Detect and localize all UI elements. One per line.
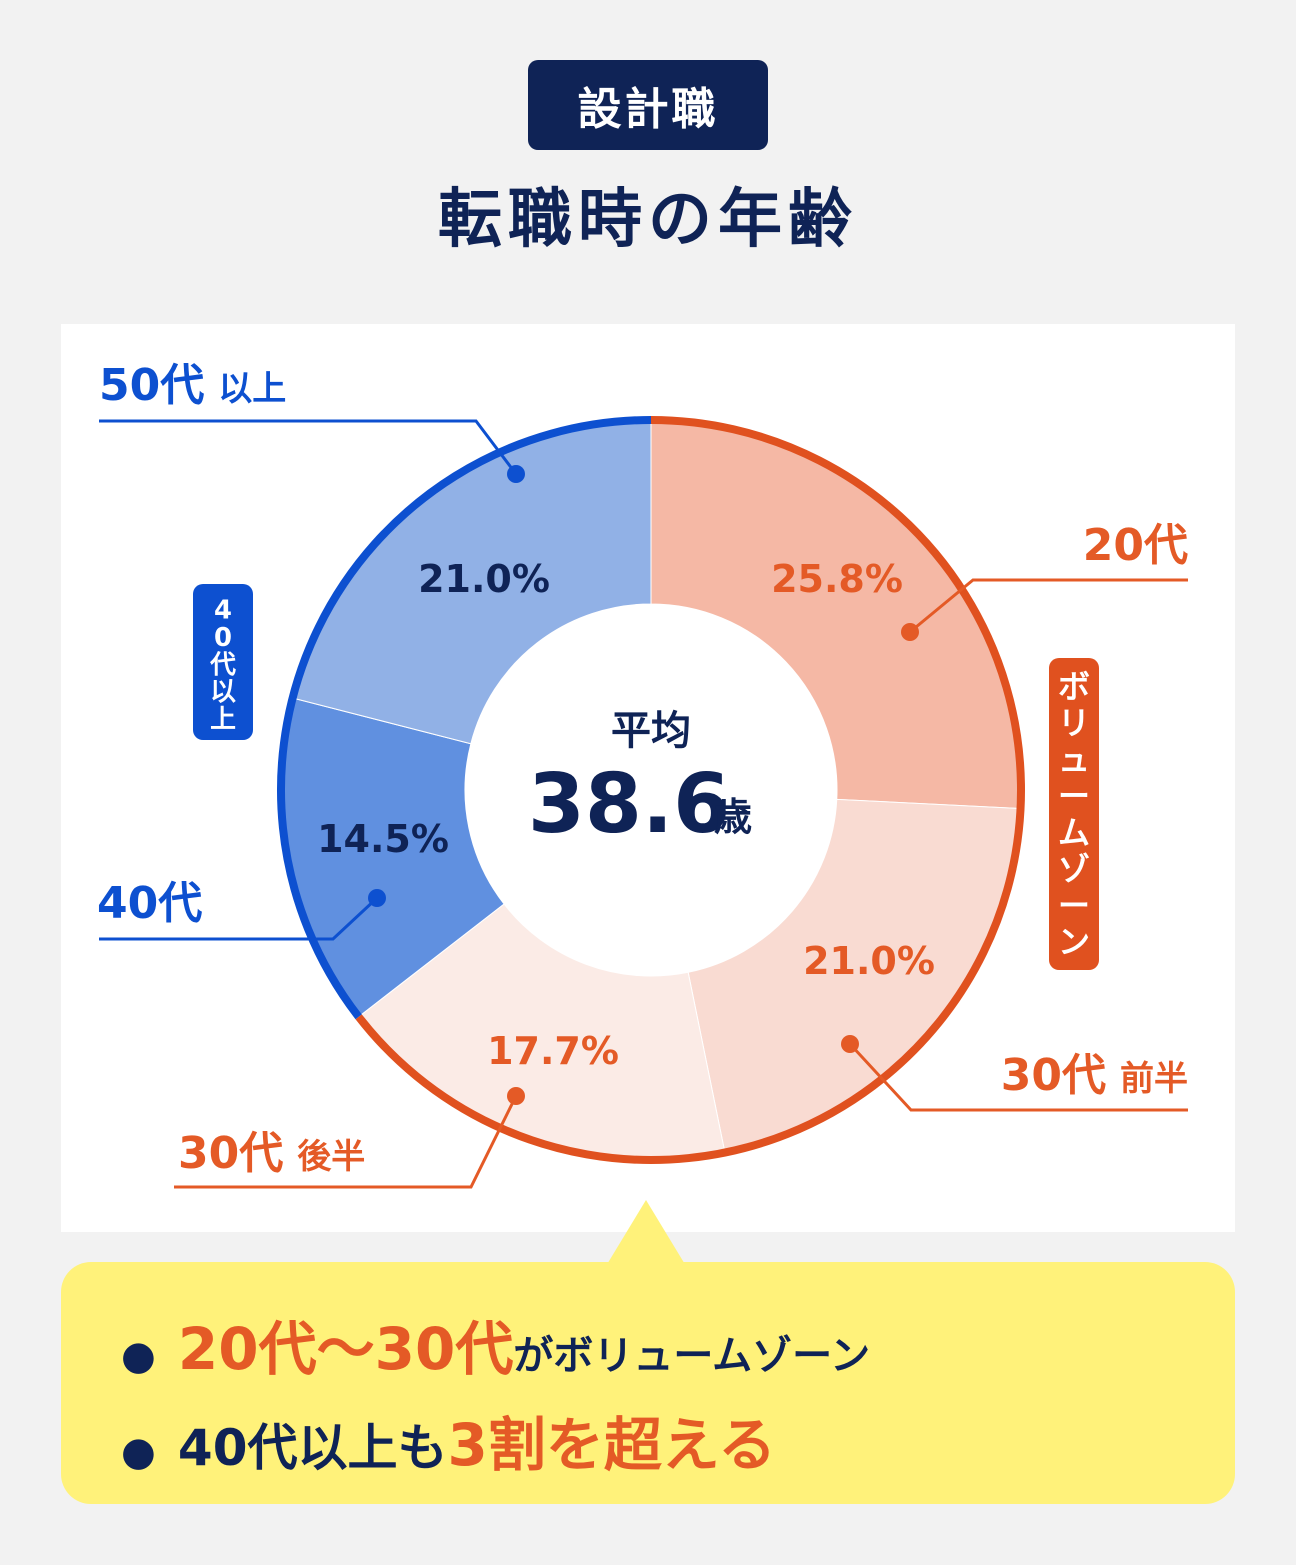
page-title: 転職時の年齢 (438, 183, 858, 257)
leader-line (909, 578, 1188, 634)
over40-badge-char: 0 (214, 623, 232, 653)
category-label: 40代 (97, 878, 202, 929)
leader-line (99, 419, 518, 475)
summary-text-1: がボリュームゾーン (513, 1333, 871, 1379)
leader-line (174, 1095, 518, 1189)
category-label: 20代 (1083, 520, 1188, 571)
slice-value-label: 17.7% (487, 1029, 619, 1073)
over40-badge-char: 以 (210, 677, 236, 707)
slice-value-label: 21.0% (803, 939, 935, 983)
leader-line (848, 1042, 1188, 1112)
group-arc (355, 416, 1025, 1164)
slice-value-label: 14.5% (317, 817, 449, 861)
volume-badge-char: リ (1058, 704, 1090, 742)
bullet-icon: ● (121, 1333, 156, 1379)
summary-highlight-2: 3割を超える (447, 1411, 777, 1479)
volume-badge-char: ー (1058, 777, 1090, 815)
over40-badge-char: 代 (209, 650, 236, 680)
leader-dot (507, 1087, 525, 1105)
volume-badge (1049, 658, 1099, 970)
volume-badge-char: ゾ (1058, 850, 1090, 888)
center-label: 平均 (611, 708, 691, 754)
volume-badge-char: ム (1058, 813, 1090, 851)
center-unit: 歳 (714, 795, 752, 839)
summary-line-2: ● 40代以上も 3割を超える (121, 1398, 776, 1482)
summary-line-1: ● 20代〜30代 がボリュームゾーン (121, 1302, 870, 1386)
over40-badge (193, 584, 253, 740)
chart-panel: 25.8% 21.0% 17.7% 14.5% 21.0% 平均 38.6 歳 20代 30代 前半… (61, 324, 1235, 1232)
leader-line (99, 896, 379, 941)
leader-dot (841, 1035, 859, 1053)
over40-badge-char: 4 (214, 596, 232, 626)
category-label: 50代 以上 (99, 360, 286, 411)
volume-badge-char: ン (1058, 923, 1090, 961)
summary-callout: ● 20代〜30代 がボリュームゾーン ● 40代以上も 3割を超える (61, 1262, 1235, 1504)
bullet-icon: ● (121, 1429, 156, 1475)
group-arc (277, 416, 652, 1020)
leader-dot (368, 889, 386, 907)
center-value: 38.6 (528, 757, 730, 852)
summary-highlight-1: 20代〜30代 (177, 1315, 514, 1383)
category-label: 30代 後半 (178, 1128, 365, 1179)
category-tag: 設計職 (528, 60, 768, 150)
volume-badge-char: ボ (1058, 667, 1090, 705)
leader-dot (901, 623, 919, 641)
summary-text-2: 40代以上も (177, 1419, 448, 1477)
volume-badge-char: ュ (1058, 740, 1090, 778)
leader-dot (507, 465, 525, 483)
slice-value-label: 25.8% (771, 557, 903, 601)
over40-badge-char: 上 (210, 704, 236, 734)
slice-value-label: 21.0% (418, 557, 550, 601)
category-label: 30代 前半 (1001, 1050, 1188, 1101)
volume-badge-char: ー (1058, 886, 1090, 924)
